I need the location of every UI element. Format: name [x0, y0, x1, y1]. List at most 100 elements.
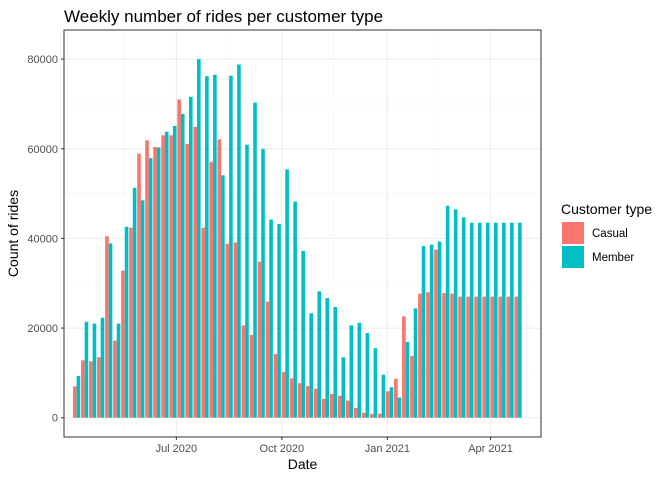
bar-casual [289, 378, 294, 418]
bar-casual [386, 391, 390, 418]
bar-member [261, 148, 265, 418]
bar-casual [426, 292, 430, 418]
y-tick-label: 40000 [27, 233, 58, 245]
bar-casual [257, 261, 262, 418]
bar-member [445, 205, 450, 418]
bar-member [429, 244, 434, 418]
bar-member [397, 397, 402, 418]
bar-member [188, 96, 193, 418]
bar-casual [482, 296, 486, 418]
y-axis-title: Count of rides [5, 190, 21, 277]
bar-member [100, 317, 105, 418]
bar-casual [313, 388, 318, 418]
bar-casual [474, 296, 478, 418]
bar-member [245, 144, 249, 418]
y-axis: 0 20000 40000 60000 80000 [27, 54, 64, 425]
bar-casual [466, 296, 470, 418]
bar-member [269, 219, 273, 418]
bar-member [485, 222, 490, 418]
bar-casual [273, 354, 278, 418]
bar-member [461, 217, 466, 418]
bar-casual [369, 414, 374, 418]
bar-casual [337, 395, 342, 418]
y-tick-label: 80000 [27, 54, 58, 66]
bar-member [237, 64, 241, 418]
bar-member [293, 201, 297, 418]
bar-casual [233, 242, 238, 418]
bar-member [277, 224, 281, 418]
bar-member [405, 341, 410, 418]
x-tick-label: Jul 2020 [156, 443, 198, 455]
legend-label-member: Member [592, 252, 634, 264]
bar-member [341, 357, 346, 418]
legend-label-casual: Casual [592, 228, 628, 240]
bar-casual [281, 372, 286, 418]
bar-casual [410, 355, 414, 418]
bar-member [309, 313, 313, 418]
bar-casual [145, 140, 149, 418]
bar-member [421, 246, 426, 418]
legend-title: Customer type [561, 201, 652, 217]
bar-casual [265, 301, 270, 418]
bar-casual [129, 227, 133, 418]
bar-casual [353, 407, 358, 418]
bar-member [373, 348, 378, 418]
bar-member [221, 175, 225, 418]
bar-member [108, 243, 113, 418]
bar-casual [498, 296, 503, 418]
x-axis: Jul 2020 Oct 2020 Jan 2021 Apr 2021 [156, 437, 513, 455]
bar-member [84, 321, 89, 418]
x-tick-label: Jan 2021 [365, 443, 410, 455]
y-tick-label: 0 [52, 413, 58, 425]
bar-casual [193, 126, 198, 418]
plot-border [63, 29, 542, 438]
bar-casual [345, 400, 350, 418]
y-tick-label: 20000 [27, 323, 58, 335]
bar-casual [402, 316, 406, 418]
bar-casual [161, 135, 165, 418]
x-tick-label: Oct 2020 [260, 443, 305, 455]
bar-member [389, 387, 394, 418]
bar-member [349, 325, 354, 418]
bar-casual [217, 139, 222, 418]
bar-member [205, 76, 209, 418]
bar-member [92, 323, 97, 418]
bar-casual [329, 393, 334, 418]
x-tick-label: Apr 2021 [468, 443, 513, 455]
bar-casual [89, 361, 93, 418]
bar-casual [137, 153, 141, 418]
x-axis-title: Date [288, 456, 318, 472]
bars [73, 59, 522, 418]
bar-member [213, 74, 217, 418]
bar-casual [185, 143, 189, 418]
bar-casual [458, 296, 462, 418]
bar-casual [177, 99, 181, 418]
bar-member [477, 222, 482, 418]
bar-member [301, 250, 305, 418]
bar-member [325, 298, 330, 418]
bar-casual [225, 243, 230, 418]
bar-member [285, 169, 289, 418]
bar-casual [490, 296, 494, 418]
bar-casual [305, 385, 310, 418]
bar-casual [169, 135, 173, 418]
y-tick-label: 60000 [27, 144, 58, 156]
bar-member [148, 158, 153, 418]
bar-member [333, 307, 338, 418]
bar-member [357, 322, 362, 418]
bar-casual [506, 296, 511, 418]
bar-casual [201, 227, 206, 418]
bar-member [180, 113, 185, 418]
bar-member [197, 59, 201, 418]
bar-casual [209, 161, 214, 418]
bar-member [502, 222, 506, 418]
bar-casual [121, 270, 125, 418]
bar-member [453, 209, 458, 418]
bar-casual [442, 293, 446, 418]
bar-casual [97, 357, 101, 418]
bar-casual [378, 413, 382, 418]
bar-casual [153, 146, 157, 418]
bar-casual [434, 249, 438, 418]
bar-member [493, 222, 498, 418]
bar-casual [105, 236, 109, 418]
